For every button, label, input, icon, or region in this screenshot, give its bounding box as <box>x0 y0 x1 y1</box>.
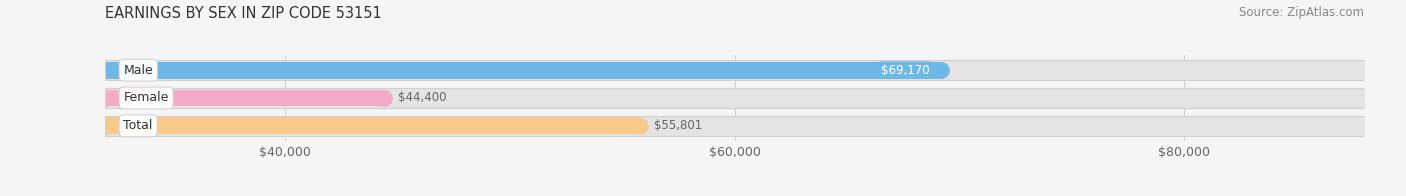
Text: Total: Total <box>124 119 153 132</box>
Point <box>94 69 117 72</box>
Text: $44,400: $44,400 <box>398 92 446 104</box>
Bar <box>105 88 1364 108</box>
Point <box>1353 124 1375 127</box>
Point <box>628 124 651 127</box>
Point <box>929 69 952 72</box>
Text: $69,170: $69,170 <box>880 64 929 77</box>
Bar <box>105 60 1364 80</box>
Point <box>94 124 117 127</box>
Text: Male: Male <box>124 64 153 77</box>
Text: EARNINGS BY SEX IN ZIP CODE 53151: EARNINGS BY SEX IN ZIP CODE 53151 <box>105 6 382 21</box>
Point <box>94 69 117 72</box>
Point <box>1353 96 1375 100</box>
Point <box>94 124 117 127</box>
Text: $55,801: $55,801 <box>654 119 702 132</box>
Bar <box>105 90 384 106</box>
Bar <box>105 116 1364 136</box>
Bar <box>105 117 640 134</box>
Point <box>373 96 395 100</box>
Bar <box>105 62 941 79</box>
Text: Source: ZipAtlas.com: Source: ZipAtlas.com <box>1239 6 1364 19</box>
Point <box>94 96 117 100</box>
Point <box>94 96 117 100</box>
Point <box>1353 69 1375 72</box>
Bar <box>105 88 1364 108</box>
Text: Female: Female <box>124 92 169 104</box>
Bar <box>105 60 1364 80</box>
Bar <box>105 116 1364 136</box>
